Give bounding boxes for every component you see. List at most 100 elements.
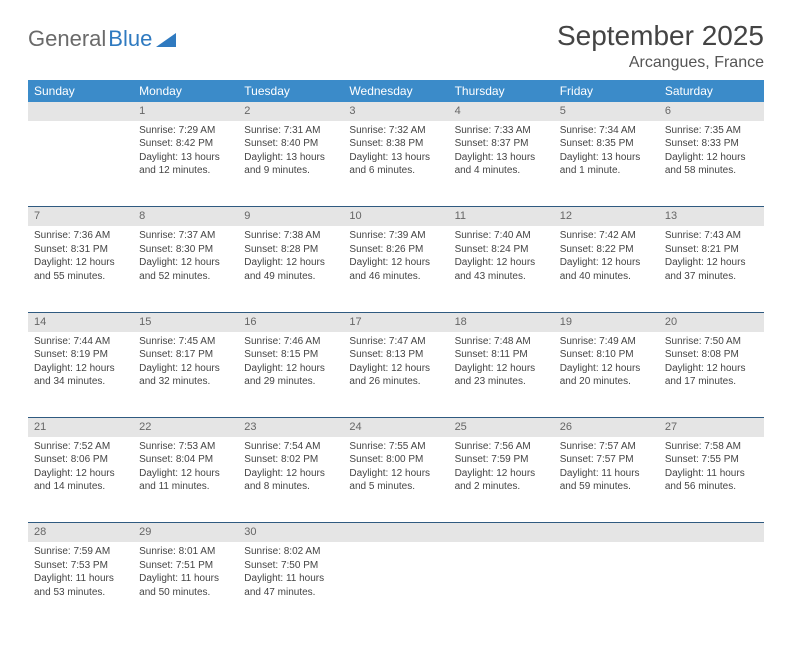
sunset-text: Sunset: 8:11 PM [455, 348, 548, 362]
daylight-text-2: and 23 minutes. [455, 375, 548, 389]
daylight-text-1: Daylight: 11 hours [244, 572, 337, 586]
daylight-text-2: and 8 minutes. [244, 480, 337, 494]
sunrise-text: Sunrise: 7:47 AM [349, 335, 442, 349]
day-number: 12 [554, 207, 659, 226]
day-number: 4 [449, 102, 554, 121]
day-cell: Sunrise: 7:45 AMSunset: 8:17 PMDaylight:… [133, 332, 238, 418]
day-number: 5 [554, 102, 659, 121]
sunset-text: Sunset: 8:35 PM [560, 137, 653, 151]
day-number: 23 [238, 418, 343, 437]
daylight-text-1: Daylight: 12 hours [349, 467, 442, 481]
day-cell [554, 542, 659, 628]
day-number: 9 [238, 207, 343, 226]
day-number: 18 [449, 312, 554, 331]
day-number: 26 [554, 418, 659, 437]
sunrise-text: Sunrise: 7:58 AM [665, 440, 758, 454]
day-number-row: 14151617181920 [28, 312, 764, 331]
daylight-text-2: and 6 minutes. [349, 164, 442, 178]
sunset-text: Sunset: 8:06 PM [34, 453, 127, 467]
day-number: 30 [238, 523, 343, 542]
weekday-header: Tuesday [238, 80, 343, 102]
sunrise-text: Sunrise: 7:38 AM [244, 229, 337, 243]
sunset-text: Sunset: 8:17 PM [139, 348, 232, 362]
daylight-text-2: and 37 minutes. [665, 270, 758, 284]
day-number: 16 [238, 312, 343, 331]
daylight-text-2: and 14 minutes. [34, 480, 127, 494]
daylight-text-2: and 56 minutes. [665, 480, 758, 494]
day-number: 7 [28, 207, 133, 226]
sunset-text: Sunset: 7:55 PM [665, 453, 758, 467]
sunset-text: Sunset: 8:19 PM [34, 348, 127, 362]
weekday-header: Friday [554, 80, 659, 102]
day-cell: Sunrise: 7:29 AMSunset: 8:42 PMDaylight:… [133, 121, 238, 207]
day-number: 3 [343, 102, 448, 121]
daylight-text-2: and 43 minutes. [455, 270, 548, 284]
day-number: 24 [343, 418, 448, 437]
sunrise-text: Sunrise: 7:42 AM [560, 229, 653, 243]
sunrise-text: Sunrise: 7:46 AM [244, 335, 337, 349]
sunrise-text: Sunrise: 7:37 AM [139, 229, 232, 243]
daylight-text-2: and 1 minute. [560, 164, 653, 178]
daylight-text-1: Daylight: 11 hours [139, 572, 232, 586]
daylight-text-1: Daylight: 12 hours [455, 467, 548, 481]
daylight-text-2: and 59 minutes. [560, 480, 653, 494]
day-number: 27 [659, 418, 764, 437]
day-cell [659, 542, 764, 628]
sunrise-text: Sunrise: 7:56 AM [455, 440, 548, 454]
day-cell: Sunrise: 7:57 AMSunset: 7:57 PMDaylight:… [554, 437, 659, 523]
day-number: 29 [133, 523, 238, 542]
day-number: 19 [554, 312, 659, 331]
day-cell: Sunrise: 8:02 AMSunset: 7:50 PMDaylight:… [238, 542, 343, 628]
daylight-text-1: Daylight: 12 hours [34, 362, 127, 376]
sunset-text: Sunset: 8:28 PM [244, 243, 337, 257]
day-number-row: 78910111213 [28, 207, 764, 226]
daylight-text-2: and 55 minutes. [34, 270, 127, 284]
day-body-row: Sunrise: 7:36 AMSunset: 8:31 PMDaylight:… [28, 226, 764, 312]
sunset-text: Sunset: 8:13 PM [349, 348, 442, 362]
daylight-text-2: and 20 minutes. [560, 375, 653, 389]
daylight-text-1: Daylight: 12 hours [349, 256, 442, 270]
sunset-text: Sunset: 8:21 PM [665, 243, 758, 257]
day-cell: Sunrise: 7:36 AMSunset: 8:31 PMDaylight:… [28, 226, 133, 312]
day-number-row: 282930 [28, 523, 764, 542]
sunset-text: Sunset: 7:57 PM [560, 453, 653, 467]
sunrise-text: Sunrise: 7:43 AM [665, 229, 758, 243]
day-cell [449, 542, 554, 628]
day-cell: Sunrise: 8:01 AMSunset: 7:51 PMDaylight:… [133, 542, 238, 628]
sunset-text: Sunset: 8:42 PM [139, 137, 232, 151]
day-number: 1 [133, 102, 238, 121]
sunset-text: Sunset: 8:10 PM [560, 348, 653, 362]
day-cell: Sunrise: 7:39 AMSunset: 8:26 PMDaylight:… [343, 226, 448, 312]
day-number: 11 [449, 207, 554, 226]
day-cell: Sunrise: 7:47 AMSunset: 8:13 PMDaylight:… [343, 332, 448, 418]
day-cell: Sunrise: 7:42 AMSunset: 8:22 PMDaylight:… [554, 226, 659, 312]
daylight-text-1: Daylight: 12 hours [665, 256, 758, 270]
day-cell: Sunrise: 7:43 AMSunset: 8:21 PMDaylight:… [659, 226, 764, 312]
day-number: 10 [343, 207, 448, 226]
daylight-text-1: Daylight: 12 hours [34, 467, 127, 481]
daylight-text-2: and 29 minutes. [244, 375, 337, 389]
sunrise-text: Sunrise: 7:50 AM [665, 335, 758, 349]
daylight-text-1: Daylight: 12 hours [455, 256, 548, 270]
day-number-row: 21222324252627 [28, 418, 764, 437]
day-cell: Sunrise: 7:59 AMSunset: 7:53 PMDaylight:… [28, 542, 133, 628]
sunrise-text: Sunrise: 7:32 AM [349, 124, 442, 138]
logo-triangle-icon [156, 31, 176, 47]
day-body-row: Sunrise: 7:44 AMSunset: 8:19 PMDaylight:… [28, 332, 764, 418]
day-body-row: Sunrise: 7:52 AMSunset: 8:06 PMDaylight:… [28, 437, 764, 523]
day-number: 20 [659, 312, 764, 331]
day-number: 15 [133, 312, 238, 331]
daylight-text-2: and 58 minutes. [665, 164, 758, 178]
day-number [659, 523, 764, 542]
sunset-text: Sunset: 8:40 PM [244, 137, 337, 151]
day-cell: Sunrise: 7:48 AMSunset: 8:11 PMDaylight:… [449, 332, 554, 418]
sunrise-text: Sunrise: 7:36 AM [34, 229, 127, 243]
daylight-text-2: and 49 minutes. [244, 270, 337, 284]
day-number: 13 [659, 207, 764, 226]
day-number: 21 [28, 418, 133, 437]
daylight-text-1: Daylight: 12 hours [34, 256, 127, 270]
sunrise-text: Sunrise: 7:29 AM [139, 124, 232, 138]
daylight-text-2: and 26 minutes. [349, 375, 442, 389]
daylight-text-1: Daylight: 12 hours [665, 151, 758, 165]
sunset-text: Sunset: 8:38 PM [349, 137, 442, 151]
